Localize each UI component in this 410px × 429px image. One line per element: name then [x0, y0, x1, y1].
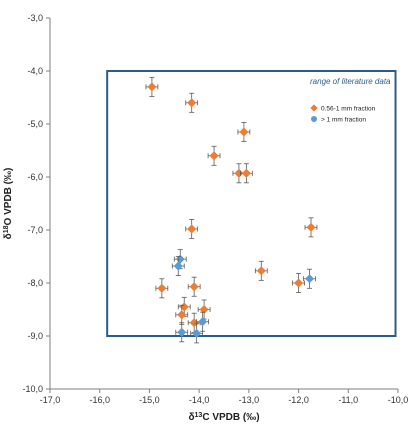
x-axis-title: δ13C VPDB (‰) [188, 412, 259, 424]
data-point [187, 98, 197, 108]
y-tick-label: -6,0 [27, 172, 43, 182]
axes: -17,0 -16,0 -15,0 -14,0 -13,0 -12,0 -11,0 -10,0… [22, 13, 408, 405]
x-axis-title-sup: 13 [195, 412, 203, 419]
literature-range-box: range of literature data [106, 70, 397, 337]
data-point [189, 282, 199, 292]
data-point [177, 327, 187, 337]
y-tick-label: -4,0 [27, 66, 43, 76]
y-tick-label: -7,0 [27, 225, 43, 235]
x-axis-title-prefix: δ [188, 412, 194, 423]
x-tick-label: -17,0 [40, 395, 61, 405]
data-point [198, 317, 208, 327]
y-axis-title-main: O VPDB (‰) [3, 168, 14, 226]
y-axis-title: δ18O VPDB (‰) [3, 168, 15, 240]
x-tick-label: -13,0 [239, 395, 260, 405]
x-axis-title-main: C VPDB (‰) [202, 412, 259, 423]
data-point [187, 224, 197, 234]
y-tick-label: -3,0 [27, 13, 43, 23]
legend-marker [311, 116, 317, 122]
x-tick-label: -16,0 [89, 395, 110, 405]
literature-box-label: range of literature data [310, 77, 391, 86]
y-tick-label: -8,0 [27, 278, 43, 288]
x-tick-label: -15,0 [139, 395, 160, 405]
y-axis-title-sup: 18 [3, 225, 10, 233]
legend-marker [310, 104, 318, 112]
y-tick-label: -9,0 [27, 331, 43, 341]
legend: 0.56-1 mm fraction > 1 mm fraction [310, 104, 376, 123]
data-point [239, 127, 249, 137]
data-point [209, 151, 219, 161]
y-tick-label: -10,0 [22, 384, 43, 394]
x-tick-label: -14,0 [189, 395, 210, 405]
data-points [145, 76, 318, 344]
legend-label: > 1 mm fraction [321, 116, 366, 123]
data-point [157, 283, 167, 293]
x-tick-label: -10,0 [388, 395, 409, 405]
x-tick-label: -12,0 [288, 395, 309, 405]
data-point [173, 261, 183, 271]
data-point [177, 310, 187, 320]
legend-label: 0.56-1 mm fraction [321, 105, 376, 112]
series [171, 249, 316, 344]
y-tick-label: -5,0 [27, 119, 43, 129]
data-point [192, 328, 202, 338]
data-point [241, 168, 251, 178]
y-axis-title-prefix: δ [3, 233, 14, 239]
literature-box-frame [106, 70, 397, 337]
x-tick-label: -11,0 [338, 395, 358, 405]
